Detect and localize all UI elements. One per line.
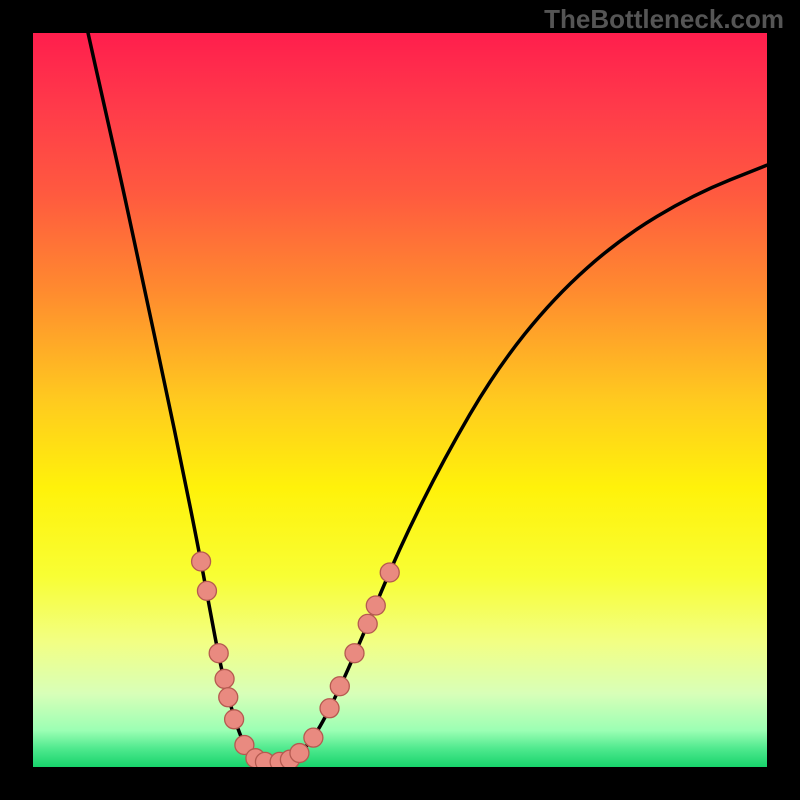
data-marker [290, 744, 309, 763]
data-marker [330, 677, 349, 696]
data-marker [225, 710, 244, 729]
curve-left-branch [88, 33, 264, 763]
data-marker [219, 688, 238, 707]
curve-right-branch [264, 165, 767, 762]
data-marker [380, 563, 399, 582]
data-marker [209, 644, 228, 663]
data-marker [320, 699, 339, 718]
chart-svg [33, 33, 767, 767]
watermark-text: TheBottleneck.com [544, 4, 784, 35]
plot-area [33, 33, 767, 767]
data-marker [304, 728, 323, 747]
outer-frame: TheBottleneck.com [0, 0, 800, 800]
data-marker [358, 614, 377, 633]
data-marker [345, 644, 364, 663]
data-marker [215, 669, 234, 688]
data-marker [366, 596, 385, 615]
data-marker [197, 581, 216, 600]
data-marker [192, 552, 211, 571]
